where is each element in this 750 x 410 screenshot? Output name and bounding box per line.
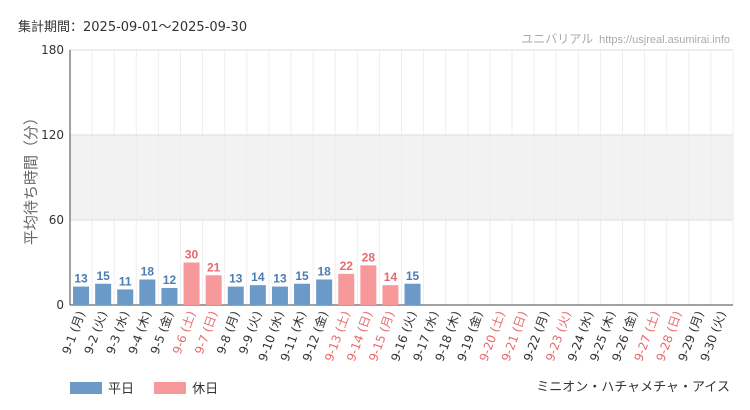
attraction-name: ミニオン・ハチャメチャ・アイス xyxy=(536,380,730,395)
legend: 平日 休日 xyxy=(70,378,234,398)
y-tick-label: 60 xyxy=(49,213,64,227)
legend-holiday[interactable]: 休日 xyxy=(154,378,218,397)
bar xyxy=(205,275,222,305)
bar-value-label: 18 xyxy=(317,265,331,279)
bar xyxy=(338,273,355,305)
bar-value-label: 18 xyxy=(141,265,155,279)
bar-value-label: 30 xyxy=(185,248,199,262)
bar-value-label: 13 xyxy=(74,272,88,286)
bar xyxy=(360,265,377,305)
bar-value-label: 28 xyxy=(362,250,376,264)
legend-weekday[interactable]: 平日 xyxy=(70,378,134,397)
legend-holiday-swatch xyxy=(154,381,187,394)
bar-value-label: 15 xyxy=(406,269,420,283)
period-label: 集計期間：2025-09-01〜2025-09-30 xyxy=(18,20,248,35)
site-credit[interactable]: ユニバリアル https://usjreal.asumirai.info xyxy=(521,30,730,47)
bar-value-label: 14 xyxy=(251,270,265,284)
credit-site: https://usjreal.asumirai.info xyxy=(599,34,730,46)
bar xyxy=(227,286,244,305)
y-axis-title: 平均待ち時間（分） xyxy=(22,110,40,245)
bar xyxy=(316,279,333,305)
y-tick-label: 120 xyxy=(41,128,64,142)
bar xyxy=(294,283,311,305)
bar xyxy=(249,285,266,305)
bar xyxy=(117,289,134,305)
bar xyxy=(95,283,112,305)
bar xyxy=(161,288,178,305)
bar-value-label: 15 xyxy=(295,269,309,283)
y-tick-label: 0 xyxy=(56,298,64,312)
bar-value-label: 13 xyxy=(229,272,243,286)
credit-brand: ユニバリアル xyxy=(521,32,594,46)
bar-value-label: 15 xyxy=(96,269,110,283)
bar xyxy=(404,283,421,305)
bar xyxy=(271,286,288,305)
bar xyxy=(139,279,156,305)
bar xyxy=(382,285,399,305)
bar xyxy=(183,262,200,305)
legend-weekday-swatch xyxy=(70,381,102,394)
bar-value-label: 22 xyxy=(340,259,354,273)
bar-value-label: 11 xyxy=(119,274,132,288)
bar xyxy=(73,286,90,305)
bar-value-label: 12 xyxy=(163,273,177,287)
y-tick-label: 180 xyxy=(41,43,64,57)
bar-value-label: 14 xyxy=(384,270,398,284)
bar-value-label: 13 xyxy=(273,272,287,286)
legend-holiday-label: 休日 xyxy=(192,382,219,397)
bar-value-label: 21 xyxy=(207,260,221,274)
legend-weekday-label: 平日 xyxy=(108,382,135,397)
